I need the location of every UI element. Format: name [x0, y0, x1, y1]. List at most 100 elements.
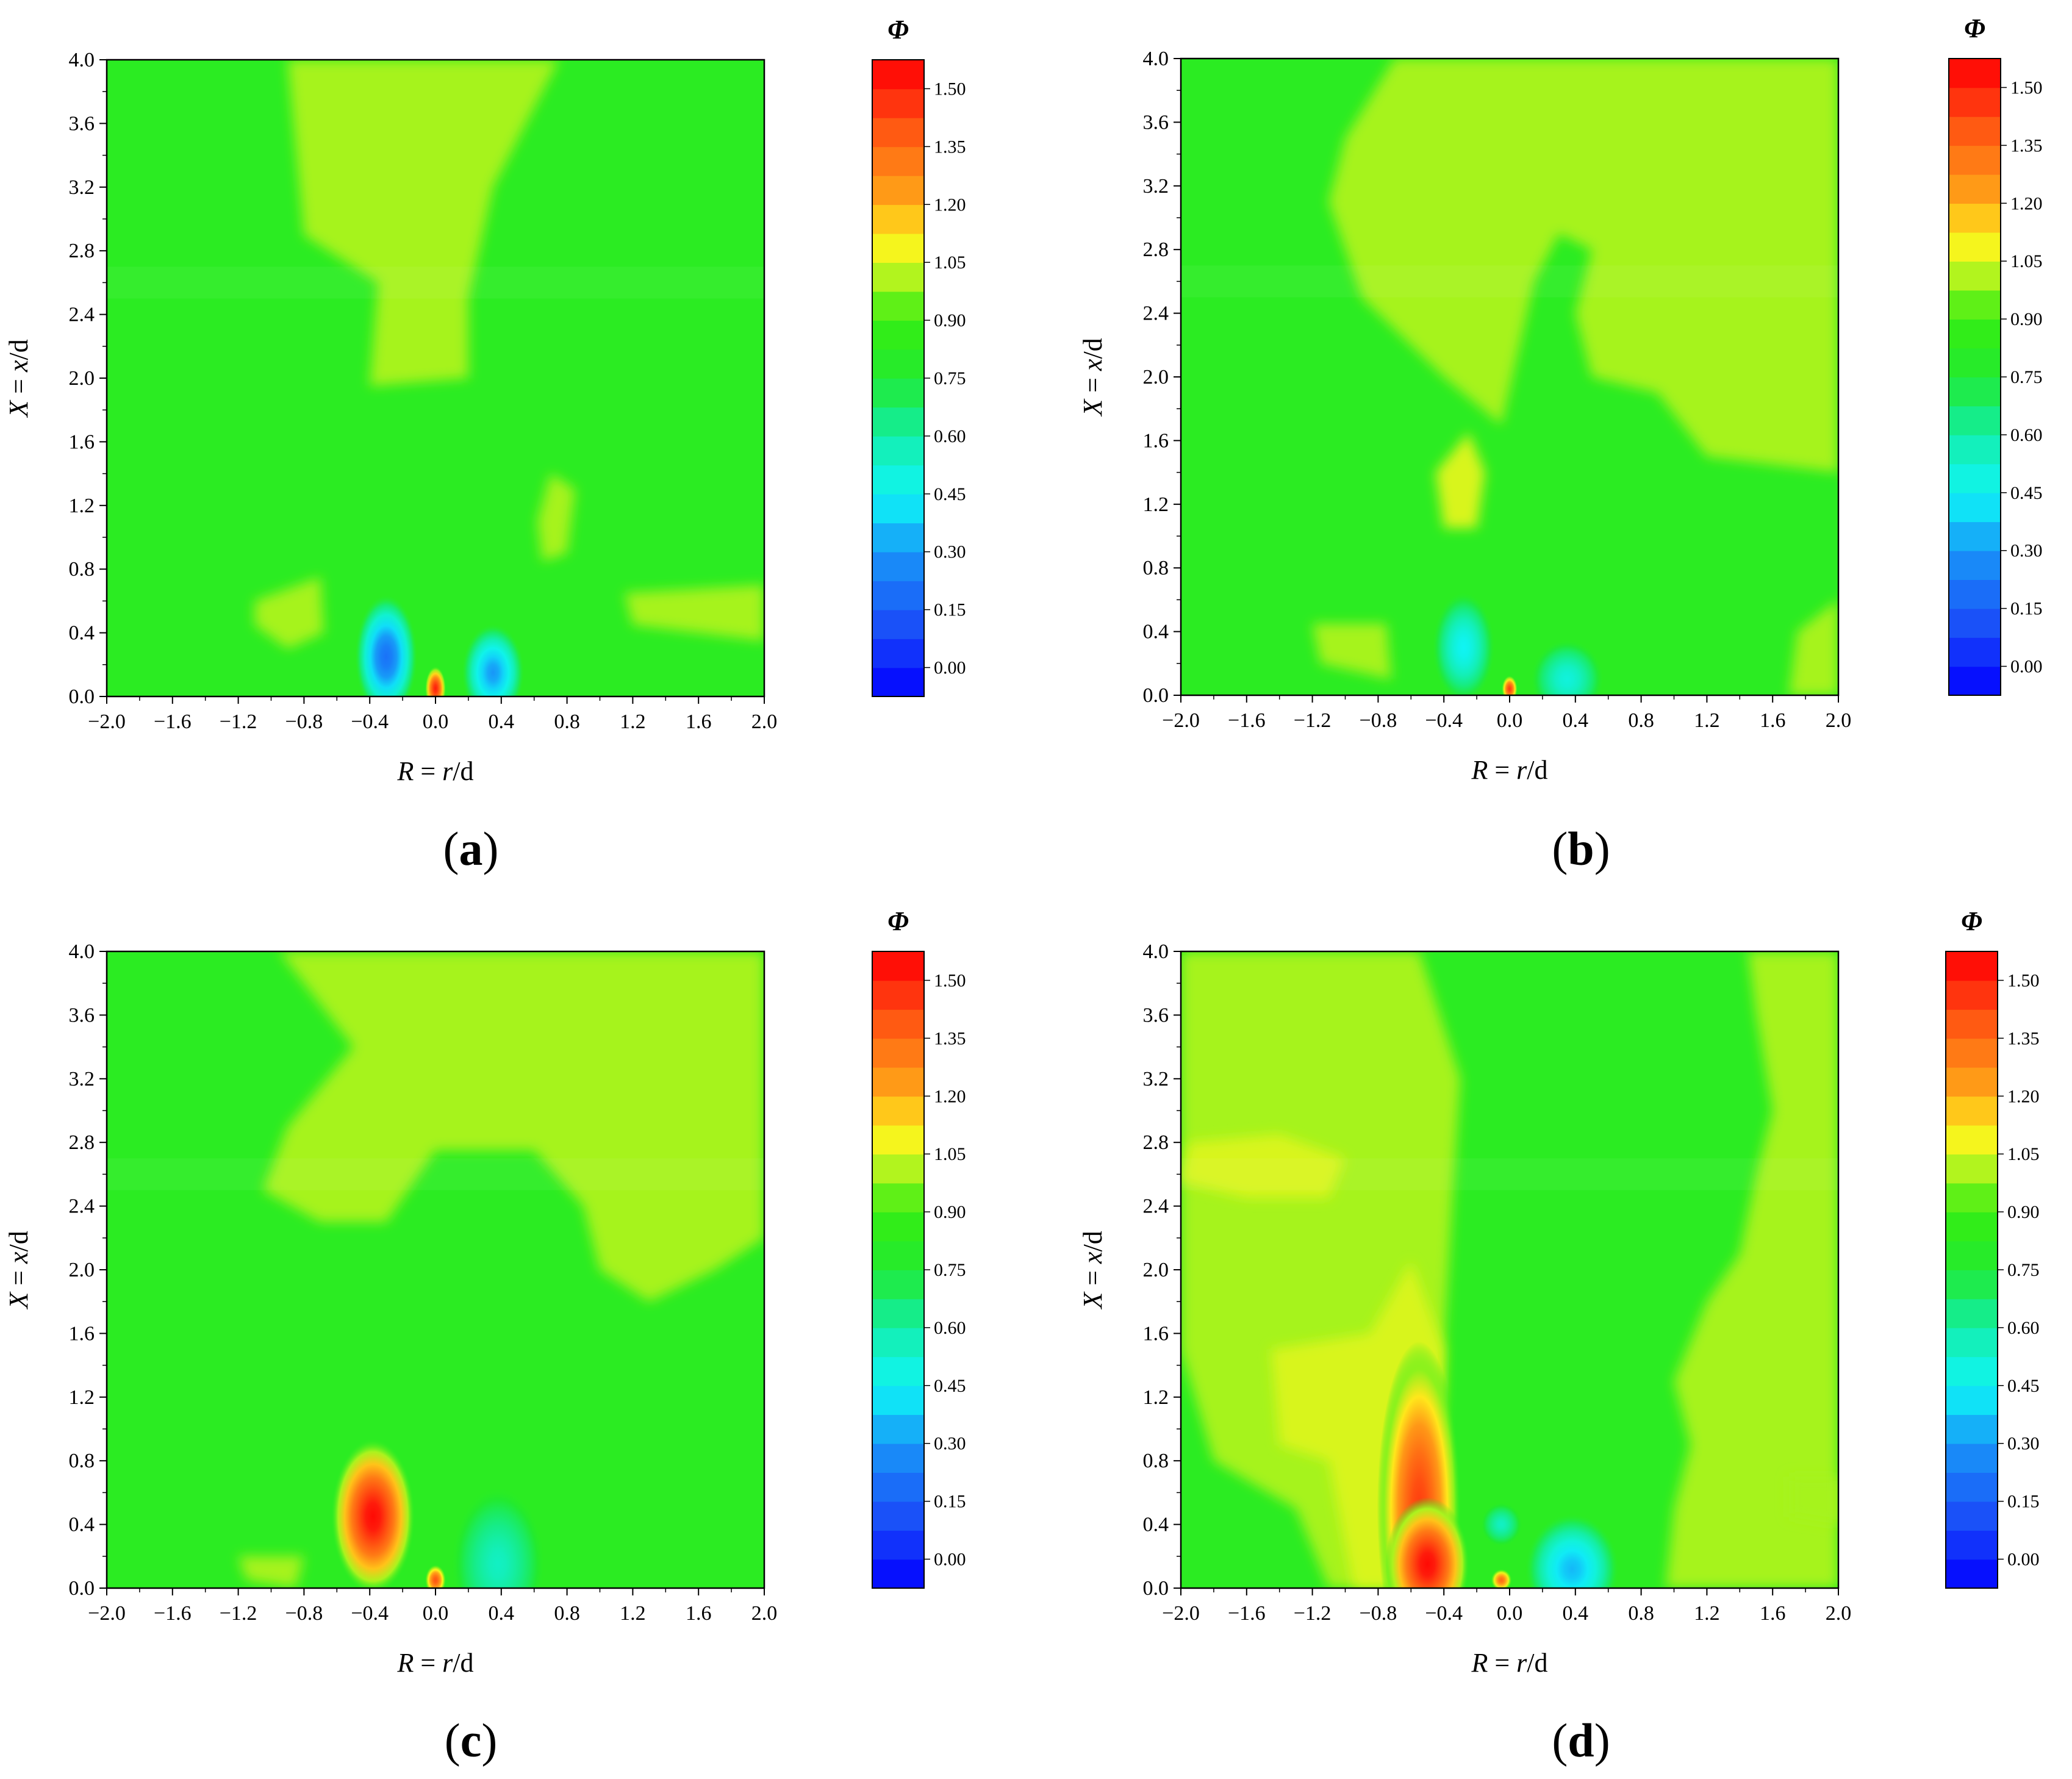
colorbar-tick-label: 1.20 — [934, 1086, 966, 1106]
colorbar-level — [1949, 637, 2001, 667]
y-tick-label: 2.4 — [69, 1195, 95, 1218]
x-tick-label: −0.4 — [1425, 1602, 1463, 1625]
y-tick-label: 3.2 — [69, 1068, 95, 1090]
colorbar-tick-label: 1.50 — [934, 970, 966, 990]
x-tick-label: 0.4 — [1563, 709, 1589, 732]
x-tick-label: 0.8 — [554, 711, 580, 733]
colorbar-level — [1949, 290, 2001, 320]
colorbar-tick-label: 0.75 — [2010, 367, 2043, 387]
colorbar-title: Φ — [1964, 13, 1985, 43]
colorbar-tick-label: 0.75 — [934, 368, 966, 388]
colorbar-tick-label: 1.20 — [2010, 193, 2043, 213]
colorbar-level — [872, 1183, 924, 1212]
y-tick-label: 1.2 — [69, 495, 95, 517]
colorbar-level — [872, 407, 924, 437]
colorbar-level — [872, 1559, 924, 1589]
colorbar-level — [872, 1327, 924, 1358]
colorbar-level — [872, 60, 924, 90]
colorbar-level — [872, 88, 924, 118]
x-axis-title: R = r/d — [396, 756, 473, 786]
colorbar-tick-label: 0.60 — [2007, 1318, 2040, 1338]
x-tick-label: 1.2 — [1694, 709, 1720, 732]
colorbar-tick-label: 0.90 — [934, 1202, 966, 1222]
y-tick-label: 3.2 — [1143, 1068, 1169, 1090]
band-overlay — [107, 1158, 764, 1190]
colorbar: Φ 1.50 1.35 1.20 1.05 0.90 0.75 0.60 0.45 0.30 0.1… — [872, 906, 966, 1589]
colorbar-tick-label: 1.50 — [934, 79, 966, 99]
colorbar-tick-label: 0.45 — [934, 484, 966, 504]
colorbar-level — [1949, 608, 2001, 638]
colorbar-level — [1946, 1096, 1998, 1126]
x-tick-label: −1.2 — [220, 711, 257, 733]
colorbar-tick-label: 0.30 — [2007, 1434, 2040, 1454]
x-tick-label: 1.2 — [620, 711, 646, 733]
y-tick-label: 0.0 — [69, 685, 95, 708]
colorbar-level — [872, 1501, 924, 1531]
panel-label: (b) — [1552, 822, 1610, 875]
colorbar-level — [872, 1530, 924, 1560]
colorbar-level — [872, 465, 924, 495]
x-tick-label: −2.0 — [88, 1602, 126, 1625]
colorbar-level — [1946, 1530, 1998, 1560]
colorbar-title: Φ — [1961, 906, 1982, 936]
x-tick-label: −1.6 — [154, 1602, 192, 1625]
colorbar-tick-label: 0.00 — [934, 658, 966, 678]
x-tick-label: 0.4 — [489, 711, 515, 733]
colorbar-tick-label: 0.15 — [934, 1492, 966, 1512]
colorbar-level — [872, 117, 924, 148]
colorbar-tick-label: 0.90 — [2010, 309, 2043, 329]
colorbar-level — [872, 1443, 924, 1473]
y-tick-label: 0.8 — [69, 1450, 95, 1472]
colorbar-level — [872, 1298, 924, 1328]
colorbar-tick-label: 1.50 — [2010, 77, 2043, 98]
x-tick-label: 1.6 — [686, 1602, 712, 1625]
x-tick-label: 0.0 — [423, 1602, 449, 1625]
colorbar-level — [1946, 1038, 1998, 1068]
panel-label: (c) — [445, 1714, 498, 1767]
colorbar-tick-label: 0.45 — [934, 1376, 966, 1396]
colorbar-level — [1946, 1501, 1998, 1531]
contour-region — [1666, 951, 1838, 1588]
x-tick-label: −2.0 — [1162, 1602, 1200, 1625]
colorbar-level — [1946, 1559, 1998, 1589]
colorbar-level — [872, 175, 924, 206]
colorbar-level — [1946, 1009, 1998, 1039]
y-tick-label: 4.0 — [1143, 940, 1169, 963]
x-tick-label: −0.8 — [285, 711, 323, 733]
colorbar-level — [1949, 406, 2001, 435]
colorbar-level — [1949, 377, 2001, 407]
contour-region — [1181, 1134, 1346, 1198]
contour-region — [537, 473, 576, 562]
x-tick-label: −0.4 — [351, 711, 389, 733]
x-tick-label: −1.2 — [1294, 709, 1332, 732]
colorbar-level — [1949, 521, 2001, 551]
colorbar-level — [1946, 951, 1998, 981]
y-axis-title: X = x/d — [1078, 338, 1108, 417]
colorbar-level — [872, 435, 924, 466]
colorbar-level — [1946, 1414, 1998, 1444]
colorbar-level — [1946, 1356, 1998, 1386]
colorbar-level — [872, 639, 924, 668]
contour-blob — [1491, 1569, 1512, 1588]
colorbar-level — [872, 609, 924, 639]
contour-region — [238, 1556, 304, 1588]
colorbar-level — [1946, 980, 1998, 1010]
colorbar-tick-label: 0.00 — [2007, 1550, 2040, 1570]
y-tick-label: 4.0 — [69, 940, 95, 963]
contour-field — [107, 60, 764, 696]
colorbar-level — [1946, 1212, 1998, 1242]
colorbar-level — [1946, 1240, 1998, 1270]
colorbar-tick-label: 0.60 — [934, 426, 966, 446]
colorbar-level — [1946, 1183, 1998, 1212]
x-tick-label: −0.8 — [285, 1602, 323, 1625]
y-tick-label: 0.8 — [1143, 1450, 1169, 1472]
colorbar-level — [1949, 174, 2001, 204]
colorbar-level — [872, 204, 924, 234]
colorbar-tick-label: 0.75 — [2007, 1260, 2040, 1280]
colorbar-level — [1949, 666, 2001, 696]
contour-region — [263, 951, 764, 1302]
panel-label: (d) — [1552, 1714, 1610, 1767]
colorbar-tick-label: 1.35 — [934, 1028, 966, 1048]
y-tick-label: 2.0 — [1143, 1259, 1169, 1281]
colorbar-level — [1949, 492, 2001, 523]
